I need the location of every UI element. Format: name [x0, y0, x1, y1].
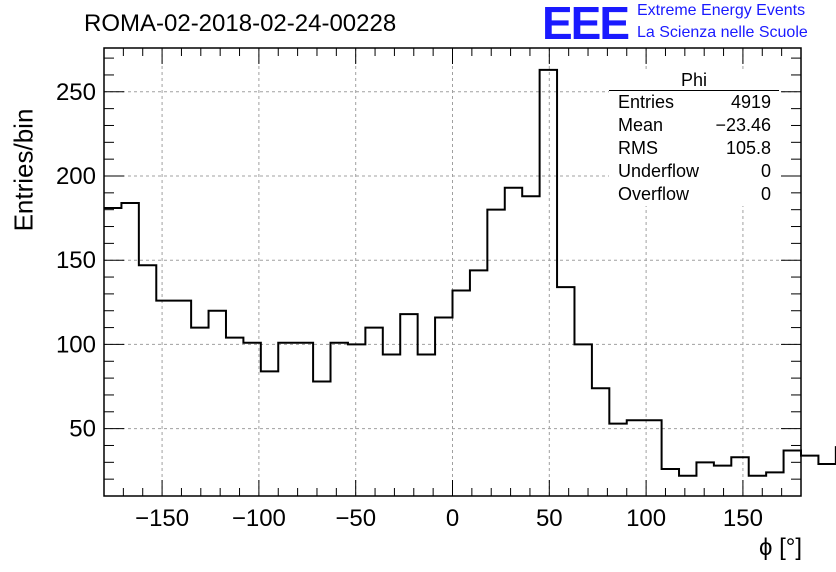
- y-tick-label: 50: [69, 416, 96, 443]
- histogram-bin: [487, 210, 504, 496]
- histogram-bin: [331, 343, 348, 496]
- stats-value: 0: [760, 184, 771, 204]
- histogram-bin: [557, 287, 574, 496]
- histogram-bin: [749, 476, 766, 496]
- x-axis-ticks: −150 −100 −50 0 50 100 150: [103, 48, 802, 532]
- histogram-bin: [644, 420, 661, 496]
- y-tick-label: 100: [56, 331, 96, 358]
- histogram-bin: [243, 343, 260, 496]
- histogram-bin: [435, 317, 452, 496]
- histogram-bin: [784, 451, 801, 496]
- histogram-bin: [383, 355, 400, 496]
- x-tick-label: −150: [135, 505, 189, 532]
- histogram-bin: [191, 328, 208, 496]
- x-axis-label: ϕ [°]: [758, 534, 802, 561]
- histogram-bin: [696, 462, 713, 496]
- histogram-bin: [505, 188, 522, 496]
- y-axis-label-box: Entries/bin: [8, 108, 40, 232]
- stats-value: 4919: [730, 92, 771, 112]
- logo-subtitle-1: Extreme Energy Events: [637, 2, 806, 19]
- histogram-bin: [174, 301, 191, 496]
- histogram-bin: [801, 456, 818, 496]
- histogram-bin: [313, 381, 330, 496]
- y-axis-label: Entries/bin: [8, 108, 39, 232]
- x-tick-label: 150: [723, 505, 763, 532]
- logo-subtitle-2: La Scienza nelle Scuole: [637, 24, 808, 41]
- histogram-bin: [731, 457, 748, 496]
- histogram-bin: [766, 472, 783, 496]
- histogram-bin: [209, 311, 226, 496]
- histogram-bin: [400, 314, 417, 496]
- stats-value: −23.46: [715, 115, 771, 135]
- x-tick-label: 100: [626, 505, 666, 532]
- histogram-bin: [278, 343, 295, 496]
- x-tick-label: −100: [232, 505, 286, 532]
- histogram-bin: [574, 344, 591, 496]
- histogram-bin: [261, 371, 278, 496]
- histogram-bin: [139, 265, 156, 496]
- histogram-bin: [627, 420, 644, 496]
- histogram-bin: [540, 70, 557, 496]
- histogram-bin: [470, 270, 487, 496]
- x-tick-label: 0: [446, 505, 459, 532]
- stats-title: Phi: [609, 70, 779, 91]
- y-tick-label: 200: [56, 163, 96, 190]
- stats-label: Underflow: [618, 161, 700, 181]
- x-tick-label: −50: [335, 505, 376, 532]
- histogram-bin: [592, 388, 609, 496]
- stats-label: Entries: [618, 92, 675, 112]
- y-tick-label: 250: [56, 79, 96, 106]
- eee-logo: EEE: [542, 0, 630, 49]
- histogram-bin: [522, 196, 539, 496]
- stats-row-entries: Entries 4919: [609, 91, 779, 114]
- stats-row-rms: RMS 105.8: [609, 137, 779, 160]
- histogram-bin: [679, 476, 696, 496]
- histogram-bin: [818, 464, 835, 496]
- stats-value: 105.8: [725, 138, 771, 158]
- histogram-bin: [348, 344, 365, 496]
- histogram-bin: [365, 328, 382, 496]
- stats-row-overflow: Overflow 0: [609, 183, 779, 206]
- x-tick-label: 50: [536, 505, 563, 532]
- stats-box: Phi Entries 4919 Mean −23.46 RMS 105.8 U…: [609, 70, 779, 206]
- stats-label: RMS: [618, 138, 658, 158]
- histogram-bin: [104, 208, 121, 496]
- histogram-bin: [226, 338, 243, 496]
- y-axis-ticks: 50 100 150 200 250: [56, 57, 801, 497]
- histogram-bin: [609, 424, 626, 496]
- histogram-bin: [121, 203, 138, 496]
- histogram-bin: [156, 301, 173, 496]
- stats-row-underflow: Underflow 0: [609, 160, 779, 183]
- stats-row-mean: Mean −23.46: [609, 114, 779, 137]
- histogram-bin: [453, 291, 470, 496]
- chart-title: ROMA-02-2018-02-24-00228: [84, 10, 397, 37]
- histogram-bin: [662, 469, 679, 496]
- histogram-bin: [714, 466, 731, 496]
- stats-label: Overflow: [618, 184, 690, 204]
- y-tick-label: 150: [56, 247, 96, 274]
- stats-label: Mean: [618, 115, 664, 135]
- histogram-bin: [418, 355, 435, 496]
- histogram-bin: [296, 343, 313, 496]
- stats-value: 0: [760, 161, 771, 181]
